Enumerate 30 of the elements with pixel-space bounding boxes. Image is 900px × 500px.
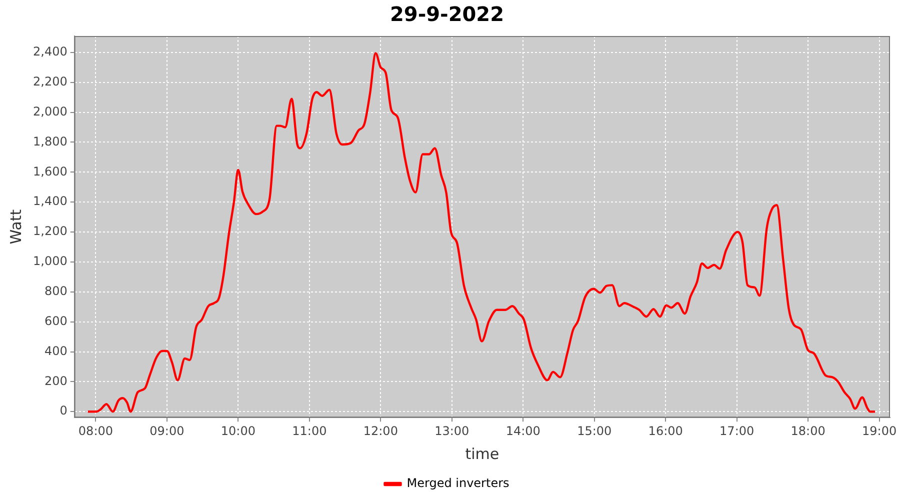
chart-title: 29-9-2022 [390,2,504,26]
y-tick-label: 2,400 [32,44,68,59]
y-tick-label: 1,800 [32,134,68,148]
x-tick-label: 17:00 [720,424,754,438]
x-tick-label: 13:00 [434,424,470,438]
x-tick-label: 18:00 [790,424,826,438]
x-tick-label: 15:00 [577,424,612,438]
y-tick-label: 2,200 [32,74,68,89]
y-axis-title: Watt [6,209,25,244]
x-tick-label: 19:00 [862,424,897,438]
x-tick-label: 11:00 [292,424,327,438]
y-tick-label: 800 [44,284,68,298]
x-tick-label: 09:00 [150,424,184,438]
y-tick-label: 400 [44,344,68,358]
x-tick-label: 10:00 [220,424,256,438]
y-tick-label: 1,600 [32,164,68,178]
x-tick-label: 14:00 [506,424,540,438]
x-tick-label: 08:00 [78,424,114,438]
y-tick-label: 600 [44,314,68,328]
y-tick-label: 1,200 [32,224,68,238]
line-series [86,52,876,413]
y-tick-label: 2,000 [32,104,68,118]
x-axis-title: time [465,444,500,463]
x-tick-label: 16:00 [648,424,683,438]
legend-label: Merged inverters [406,476,510,490]
y-tick-label: 200 [44,374,68,388]
x-tick-label: 12:00 [363,424,398,438]
y-tick-label: 0 [60,404,68,418]
y-tick-label: 1,000 [32,254,68,268]
y-tick-label: 1,400 [32,194,68,208]
